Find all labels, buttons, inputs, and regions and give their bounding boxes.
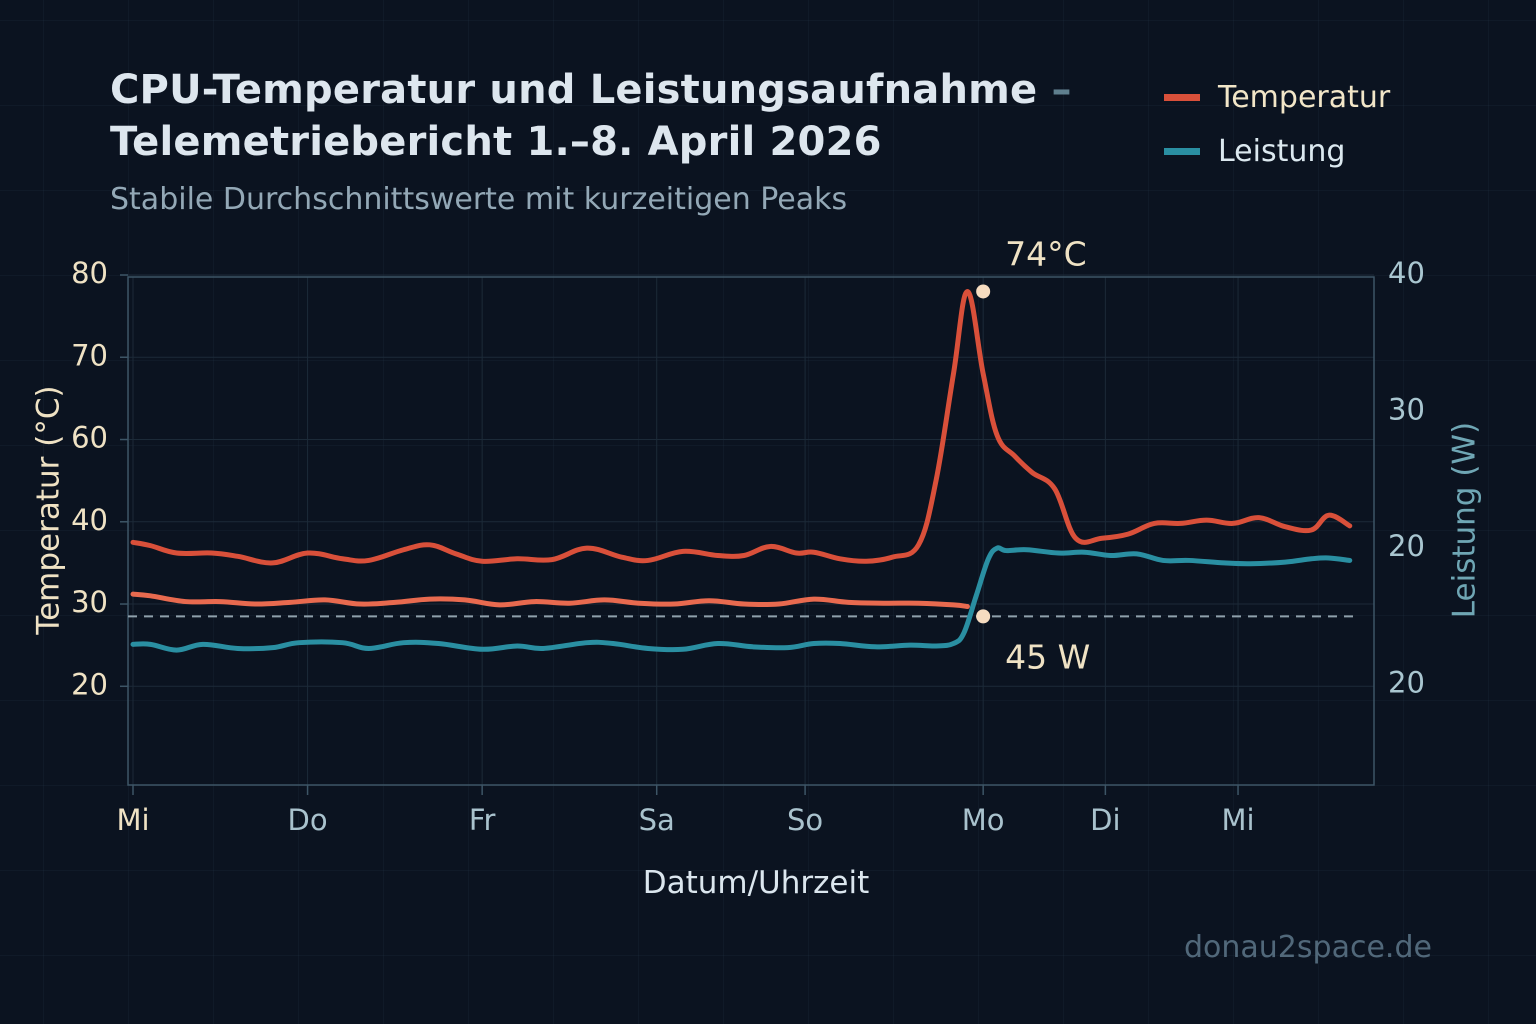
x-tick-label: Mi: [116, 803, 149, 837]
x-tick-label: So: [787, 803, 823, 837]
y-left-tick-label: 70: [71, 338, 108, 372]
y-left-tick-label: 60: [71, 421, 108, 455]
y-axis-left-title: Temperatur (°C): [31, 385, 67, 635]
y-left-tick-label: 30: [71, 585, 108, 619]
watermark: donau2space.de: [1184, 930, 1432, 965]
legend-label-temperatur: Temperatur: [1218, 79, 1391, 115]
legend-swatch-leistung: [1164, 147, 1200, 155]
x-tick-label: Sa: [639, 803, 675, 837]
legend-label-leistung: Leistung: [1218, 133, 1346, 169]
plot-gridlines: [128, 274, 1374, 785]
series-layer: [130, 288, 1353, 653]
annotation-label: 74°C: [1005, 234, 1087, 273]
y-right-tick-label: 20: [1388, 666, 1425, 700]
legend: Temperatur Leistung: [1164, 70, 1390, 178]
x-axis-title: Datum/Uhrzeit: [643, 865, 870, 901]
y-left-tick-label: 80: [71, 256, 108, 290]
x-tick-label: Fr: [469, 803, 496, 837]
annotation-label: 45 W: [1005, 637, 1090, 676]
x-tick-label: Do: [288, 803, 328, 837]
chart-title-line1: CPU-Temperatur und Leistungsaufnahme: [110, 67, 1038, 113]
annotation-marker: [976, 284, 991, 299]
y-right-tick-label: 40: [1388, 256, 1425, 290]
annotation-marker: [976, 609, 991, 624]
legend-item-leistung: Leistung: [1164, 124, 1390, 178]
y-axis-right-title: Leistung (W): [1447, 422, 1483, 618]
y-left-tick-label: 20: [71, 667, 108, 701]
plot-frame: [127, 276, 1375, 786]
annotation-layer: 74°C 45 W: [976, 234, 1090, 676]
y-left-tick-label: 40: [71, 503, 108, 537]
legend-swatch-temperatur: [1164, 93, 1200, 101]
chart-title-line2: Telemetriebericht 1.–8. April 2026: [110, 119, 882, 165]
series-line-temperatur-min: [130, 591, 970, 609]
legend-item-temperatur: Temperatur: [1164, 70, 1390, 124]
chart-title: CPU-Temperatur und Leistungsaufnahme – T…: [110, 64, 1072, 168]
y-right-tick-label: 30: [1388, 393, 1425, 427]
x-tick-label: Di: [1090, 803, 1120, 837]
x-tick-label: Mi: [1221, 803, 1254, 837]
chart-title-dash: –: [1051, 67, 1072, 113]
y-right-tick-label: 20: [1388, 529, 1425, 563]
chart-subtitle: Stabile Durchschnittswerte mit kurzeitig…: [110, 182, 848, 217]
series-line-leistung: [130, 545, 1353, 653]
tick-layer: 80 70 60 40 30 20 40 30 20 20 Mi Do Fr Sa So Mo Di Mi: [71, 256, 1425, 837]
series-line-temperatur: [130, 288, 1353, 566]
x-tick-label: Mo: [962, 803, 1005, 837]
